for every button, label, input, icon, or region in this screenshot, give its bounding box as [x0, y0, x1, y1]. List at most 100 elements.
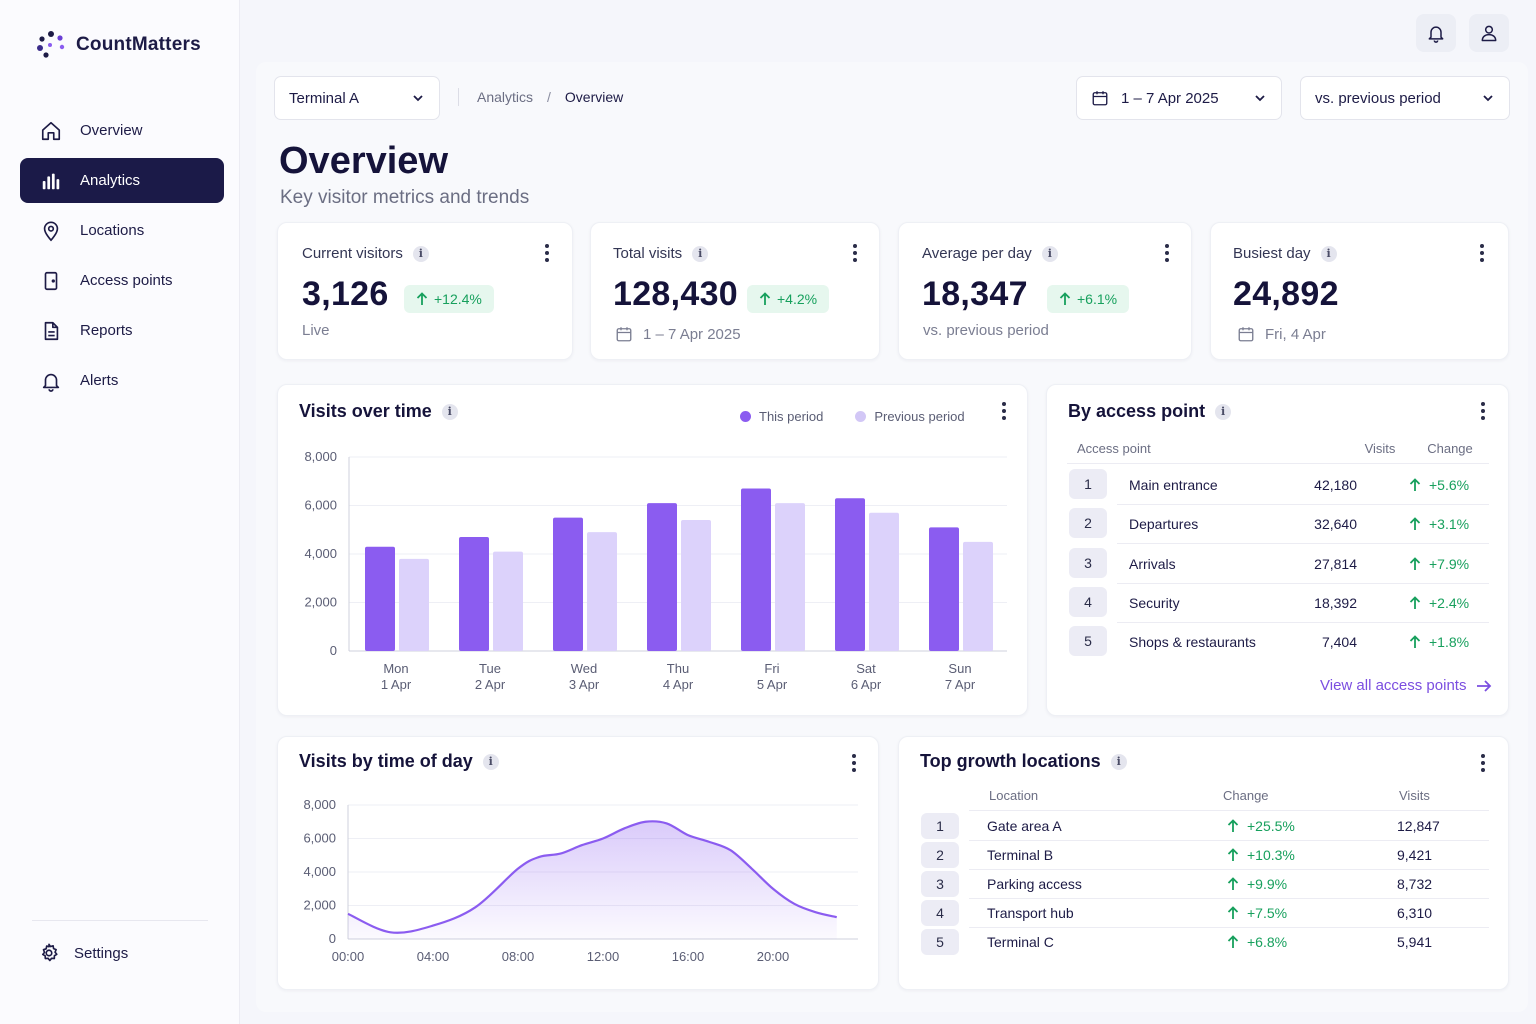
breadcrumb-parent[interactable]: Analytics — [477, 89, 534, 105]
info-icon[interactable]: i — [1215, 403, 1232, 420]
date-range-select[interactable]: 1 – 7 Apr 2025 — [1076, 76, 1282, 120]
row-divider — [1117, 621, 1489, 623]
kpi-title: Average per day i — [922, 245, 1058, 262]
bar-this-period[interactable] — [553, 517, 583, 651]
settings-button[interactable]: Settings — [38, 934, 128, 972]
sidebar-item-access-points[interactable]: Access points — [20, 258, 224, 303]
arrow-up-icon — [1227, 848, 1239, 861]
comparison-value: vs. previous period — [1315, 89, 1441, 107]
bar-previous-period[interactable] — [775, 503, 805, 651]
change-badge: +6.1% — [1047, 285, 1130, 313]
info-icon[interactable]: i — [412, 245, 429, 262]
info-icon[interactable]: i — [1041, 245, 1058, 262]
row-divider — [969, 840, 1489, 841]
bar-previous-period[interactable] — [587, 532, 617, 651]
change-value: +3.1% — [1409, 516, 1469, 532]
y-tick-label: 8,000 — [304, 449, 337, 464]
rank-badge: 1 — [1069, 469, 1107, 499]
card-menu-button[interactable] — [844, 751, 864, 775]
x-tick-label: 20:00 — [757, 949, 790, 964]
sidebar-item-locations[interactable]: Locations — [20, 208, 224, 253]
card-menu-button[interactable] — [1157, 241, 1177, 265]
info-icon[interactable]: i — [441, 403, 458, 420]
change-value: +5.6% — [1409, 477, 1469, 493]
bar-this-period[interactable] — [459, 537, 489, 651]
bar-previous-period[interactable] — [681, 520, 711, 651]
x-tick-sublabel: 2 Apr — [475, 677, 506, 692]
bar-previous-period[interactable] — [399, 558, 429, 651]
user-icon — [1481, 25, 1497, 42]
sidebar-item-overview[interactable]: Overview — [20, 108, 224, 153]
panel-title-text: By access point — [1068, 401, 1206, 421]
change-text: +25.5% — [1247, 818, 1295, 834]
card-menu-button[interactable] — [845, 241, 865, 265]
comparison-select[interactable]: vs. previous period — [1300, 76, 1510, 120]
arrow-up-icon — [1409, 596, 1421, 609]
table-row[interactable]: 2 Departures 32,640 +3.1% — [1047, 508, 1510, 545]
arrow-up-icon — [1409, 517, 1421, 531]
bar-previous-period[interactable] — [869, 512, 899, 651]
location-name: Terminal C — [987, 934, 1054, 950]
bar-this-period[interactable] — [647, 503, 677, 651]
area-line[interactable] — [347, 820, 838, 934]
kpi-subtext-label: Fri, 4 Apr — [1265, 325, 1326, 343]
info-icon[interactable]: i — [482, 753, 499, 770]
sidebar-item-label: Reports — [80, 322, 133, 339]
x-tick-sublabel: 7 Apr — [945, 677, 976, 692]
table-row[interactable]: 5 Terminal C +6.8% 5,941 — [899, 929, 1510, 955]
bar-this-period[interactable] — [929, 527, 959, 651]
info-icon[interactable]: i — [1320, 245, 1337, 262]
view-all-access-points-link[interactable]: View all access points — [1320, 677, 1492, 694]
door-icon — [44, 271, 58, 290]
change-value: +6.8% — [1227, 934, 1287, 950]
info-icon[interactable]: i — [692, 245, 709, 262]
kpi-card-current-visitors: Current visitors i 3,126 +12.4% Live — [277, 222, 573, 360]
kpi-subtext: 1 – 7 Apr 2025 — [615, 325, 741, 343]
x-tick-sublabel: 1 Apr — [381, 677, 412, 692]
table-row[interactable]: 1 Gate area A +25.5% 12,847 — [899, 813, 1510, 841]
table-row[interactable]: 4 Transport hub +7.5% 6,310 — [899, 900, 1510, 928]
table-row[interactable]: 3 Arrivals 27,814 +7.9% — [1047, 547, 1510, 584]
x-tick-sublabel: 6 Apr — [851, 677, 882, 692]
rank-badge: 5 — [921, 929, 959, 955]
sidebar-item-analytics[interactable]: Analytics — [20, 158, 224, 203]
bar-this-period[interactable] — [365, 546, 395, 651]
card-menu-button[interactable] — [994, 399, 1014, 423]
sidebar-item-reports[interactable]: Reports — [20, 308, 224, 353]
arrow-up-icon — [1409, 635, 1421, 649]
info-icon[interactable]: i — [1110, 753, 1127, 770]
sidebar-item-alerts[interactable]: Alerts — [20, 358, 224, 403]
bar-this-period[interactable] — [835, 498, 865, 651]
user-profile-button[interactable] — [1469, 14, 1509, 52]
chart-legend: This period Previous period — [740, 409, 965, 424]
table-row[interactable]: 4 Security 18,392 +2.4% — [1047, 586, 1510, 623]
table-row[interactable]: 1 Main entrance 42,180 +5.6% — [1047, 469, 1510, 505]
visits-value: 27,814 — [1314, 555, 1357, 572]
card-menu-button[interactable] — [1472, 241, 1492, 265]
brand[interactable]: CountMatters — [36, 30, 201, 60]
arrow-up-icon — [416, 292, 428, 305]
bar-previous-period[interactable] — [493, 551, 523, 651]
breadcrumb: Analytics / Overview — [458, 88, 623, 106]
arrow-up-icon — [1227, 906, 1239, 919]
kpi-subtext-label: Live — [302, 322, 330, 339]
kpi-card-busiest-day: Busiest day i 24,892 Fri, 4 Apr — [1210, 222, 1509, 360]
visits-value: 7,404 — [1321, 634, 1357, 651]
change-value: +9.9% — [1227, 876, 1287, 892]
notifications-button[interactable] — [1416, 14, 1456, 52]
access-point-name: Main entrance — [1129, 477, 1218, 493]
change-value: +4.2% — [777, 291, 818, 307]
card-menu-button[interactable] — [1473, 751, 1493, 775]
card-menu-button[interactable] — [1473, 399, 1493, 423]
x-tick-label: Fri — [764, 661, 779, 676]
rank-badge: 3 — [1069, 547, 1107, 578]
location-select[interactable]: Terminal A — [274, 76, 440, 120]
table-row[interactable]: 3 Parking access +9.9% 8,732 — [899, 871, 1510, 899]
table-row[interactable]: 2 Terminal B +10.3% 9,421 — [899, 842, 1510, 870]
bar-this-period[interactable] — [741, 488, 771, 651]
sidebar-item-label: Locations — [80, 222, 145, 239]
table-row[interactable]: 5 Shops & restaurants 7,404 +1.8% — [1047, 626, 1510, 658]
bar-previous-period[interactable] — [963, 541, 993, 651]
card-menu-button[interactable] — [537, 241, 557, 265]
